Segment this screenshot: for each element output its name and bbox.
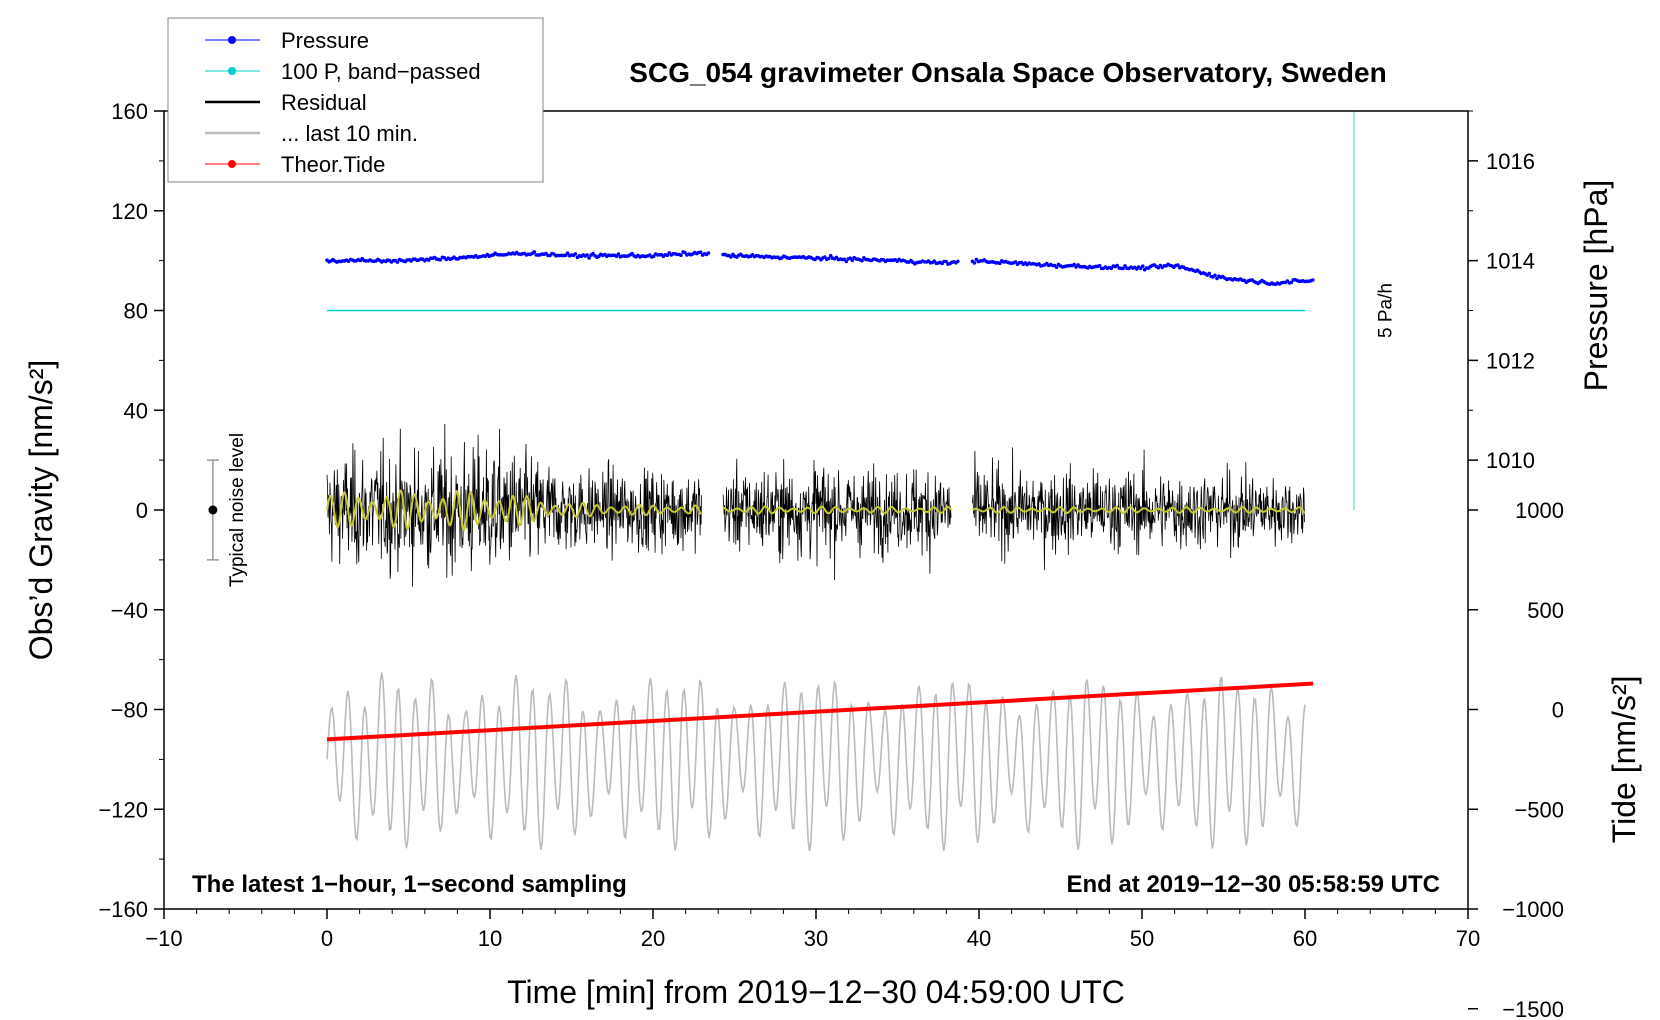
plot-layer xyxy=(206,111,1355,852)
y-tick-label: −80 xyxy=(111,698,148,723)
pressure-point xyxy=(1213,273,1217,278)
x-axis-title: Time [min] from 2019−12−30 04:59:00 UTC xyxy=(507,974,1125,1010)
theoretical-tide-line xyxy=(326,681,1314,742)
legend-swatch-marker xyxy=(228,67,236,75)
residual-segment-3 xyxy=(972,447,1305,571)
noise-level-bar xyxy=(206,459,219,561)
pressure-point xyxy=(860,258,864,263)
pressure-point xyxy=(395,260,400,264)
pressure-point xyxy=(698,250,703,254)
tide-tick-label: −1000 xyxy=(1502,897,1564,922)
residual-filtered-segment-1 xyxy=(326,489,702,532)
pressure-axis-title: Pressure [hPa] xyxy=(1578,180,1614,392)
tide-tick-label: −500 xyxy=(1514,797,1564,822)
pressure-point xyxy=(826,256,831,261)
y-tick-label: −160 xyxy=(98,897,148,922)
pressure-tick-label: 1012 xyxy=(1486,348,1535,373)
residual-segment-1 xyxy=(326,423,702,587)
legend-label: Residual xyxy=(281,90,367,115)
pressure-point xyxy=(729,255,733,259)
pressure-series xyxy=(325,250,1315,287)
pressure-point xyxy=(1054,265,1059,270)
y-tick-label: −40 xyxy=(111,598,148,623)
y-tick-label: −120 xyxy=(98,797,148,822)
pressure-point xyxy=(565,251,570,255)
pressure-tick-label: 1010 xyxy=(1486,448,1535,473)
pressure-point xyxy=(844,259,849,264)
y-tick-label: 80 xyxy=(124,299,148,324)
pressure-point xyxy=(956,259,960,264)
x-tick-label: −10 xyxy=(145,926,182,951)
y-tick-label: 160 xyxy=(111,99,148,124)
pressure-point xyxy=(828,253,833,258)
tide-tick-label: 1000 xyxy=(1515,498,1564,523)
last-10-min-line xyxy=(326,672,1306,852)
x-tick-label: 50 xyxy=(1130,926,1154,951)
pressure-point xyxy=(585,253,589,257)
tide-tick-label: 500 xyxy=(1527,598,1564,623)
pressure-point xyxy=(1115,263,1119,268)
legend-label: ... last 10 min. xyxy=(281,121,418,146)
noise-level-label: Typical noise level xyxy=(227,433,248,587)
x-tick-label: 70 xyxy=(1456,926,1480,951)
legend-label: 100 P, band−passed xyxy=(281,59,481,84)
noise-center-dot xyxy=(208,505,218,515)
chart-title: SCG_054 gravimeter Onsala Space Observat… xyxy=(629,57,1386,88)
legend-box xyxy=(167,17,544,183)
pressure-tick-label: 1014 xyxy=(1486,249,1535,274)
pressure-point xyxy=(532,250,537,254)
residual-segment-2 xyxy=(722,458,952,581)
pressure-point xyxy=(706,251,711,255)
axes-layer: −160 −120 −80 −40 0 40 80 120 160 −10 0 10 20 30 40 50 6… xyxy=(98,99,1564,1020)
pressure-point xyxy=(944,259,948,264)
pressure-point xyxy=(1176,263,1180,267)
legend-label: Theor.Tide xyxy=(281,152,385,177)
x-tick-label: 30 xyxy=(804,926,828,951)
pressure-point xyxy=(438,257,443,262)
pressure-point xyxy=(972,261,977,265)
x-tick-label: 10 xyxy=(478,926,502,951)
annotation-sampling: The latest 1−hour, 1−second sampling xyxy=(192,871,627,898)
pressure-point xyxy=(850,258,854,263)
legend: Pressure 100 P, band−passed Residual ... la… xyxy=(167,17,544,183)
pressure-point xyxy=(1289,280,1294,285)
residual-filtered-segment-2 xyxy=(722,505,953,515)
annotation-end-time: End at 2019−12−30 05:58:59 UTC xyxy=(1066,871,1440,898)
legend-swatch-marker xyxy=(228,36,236,44)
pressure-point xyxy=(573,252,578,256)
pressure-point xyxy=(1140,264,1145,269)
pressure-point xyxy=(679,253,683,257)
pressure-point xyxy=(616,252,621,256)
tide-tick-label: 0 xyxy=(1552,698,1564,723)
pressure-point xyxy=(587,256,591,260)
pressure-point xyxy=(1121,266,1125,271)
x-tick-label: 60 xyxy=(1293,926,1317,951)
y-tick-label: 40 xyxy=(124,398,148,423)
y-tick-label: 120 xyxy=(111,199,148,224)
pressure-point xyxy=(998,261,1002,266)
residual-filtered-segment-3 xyxy=(972,505,1306,515)
tide-tick-label: −1500 xyxy=(1502,997,1564,1020)
pressure-point xyxy=(1097,263,1102,268)
pressure-point xyxy=(1207,271,1211,276)
x-tick-label: 0 xyxy=(321,926,333,951)
tide-axis-title: Tide [nm/s²] xyxy=(1606,676,1642,844)
y-tick-label: 0 xyxy=(136,498,148,523)
y-axis-title: Obs’d Gravity [nm/s²] xyxy=(23,360,59,661)
scale-bar-label: 5 Pa/h xyxy=(1375,283,1396,338)
legend-label: Pressure xyxy=(281,28,369,53)
pressure-point xyxy=(1072,262,1076,267)
x-tick-label: 20 xyxy=(641,926,665,951)
legend-swatch-marker xyxy=(228,160,236,168)
pressure-tick-label: 1016 xyxy=(1486,149,1535,174)
pressure-point xyxy=(1311,278,1315,282)
x-tick-label: 40 xyxy=(967,926,991,951)
pressure-point xyxy=(1123,264,1127,268)
